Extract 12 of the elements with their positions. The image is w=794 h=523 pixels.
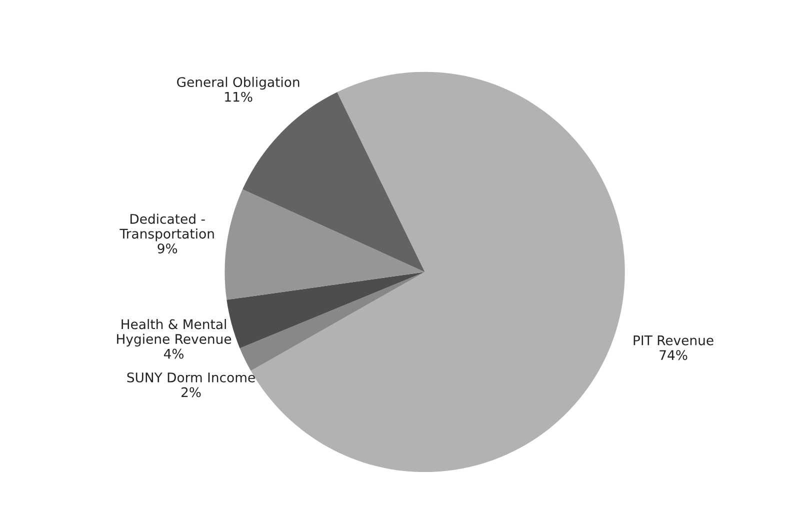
data-label: 2% xyxy=(182,387,201,398)
slice-label: SUNY Dorm Income xyxy=(127,372,255,382)
data-label: 74% xyxy=(660,350,688,360)
slice-label: Health & Mental Hygiene Revenue xyxy=(117,319,232,347)
pie-slice xyxy=(224,189,425,300)
data-label: 9% xyxy=(158,243,178,254)
slice-label: Dedicated - Transportation xyxy=(120,214,214,242)
pie-slice xyxy=(240,272,425,371)
data-label: 11% xyxy=(225,92,252,102)
data-label: 4% xyxy=(164,348,184,359)
slice-label: General Obligation xyxy=(177,76,300,90)
slice-label: PIT Revenue xyxy=(634,336,714,346)
